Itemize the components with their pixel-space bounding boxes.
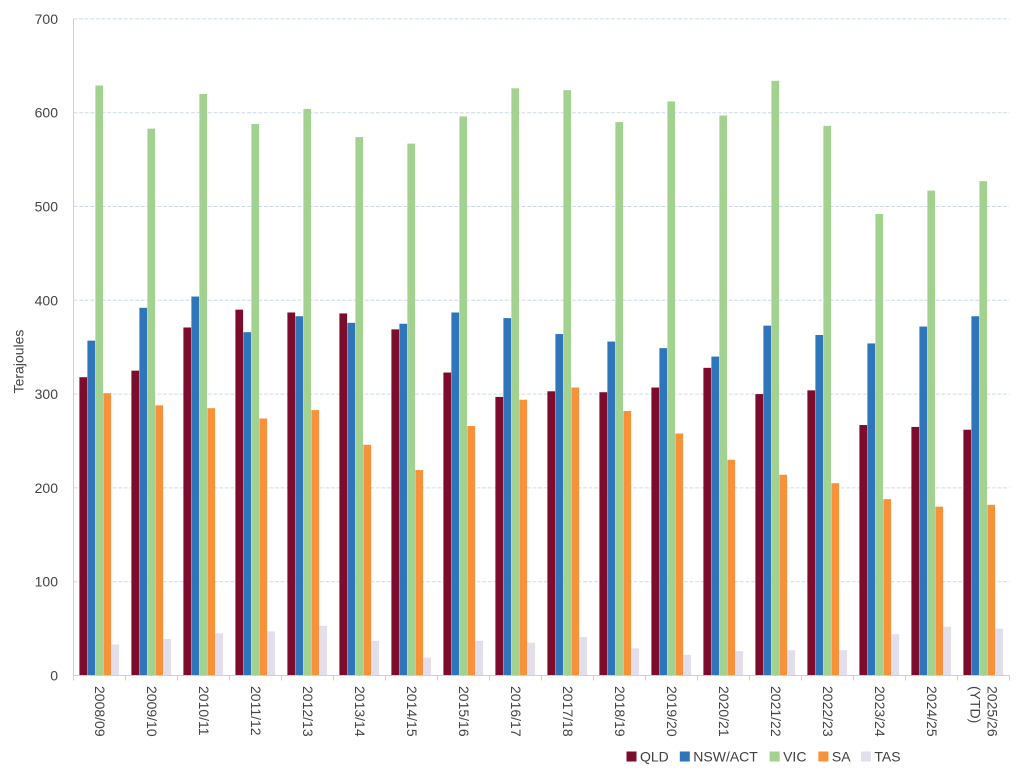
svg-text:2023/24: 2023/24 [872,686,888,737]
svg-text:2022/23: 2022/23 [820,686,836,737]
svg-text:2020/21: 2020/21 [716,686,732,737]
svg-text:QLD: QLD [640,749,669,765]
svg-text:2017/18: 2017/18 [560,686,576,737]
svg-text:2011/12: 2011/12 [248,686,264,736]
svg-text:Terajoules: Terajoules [11,330,27,394]
svg-text:2024/25: 2024/25 [924,686,940,737]
svg-text:600: 600 [35,105,59,121]
svg-text:NSW/ACT: NSW/ACT [693,749,758,765]
svg-text:2018/19: 2018/19 [612,686,628,737]
svg-text:TAS: TAS [874,749,900,765]
svg-text:0: 0 [50,668,58,684]
svg-text:500: 500 [35,199,59,215]
svg-text:2019/20: 2019/20 [664,686,680,737]
svg-text:2016/17: 2016/17 [508,686,524,737]
svg-text:2021/22: 2021/22 [768,686,784,737]
svg-text:2015/16: 2015/16 [456,686,472,737]
svg-text:2010/11: 2010/11 [196,686,212,736]
svg-text:300: 300 [35,386,59,402]
svg-text:2013/14: 2013/14 [352,686,368,737]
svg-text:2014/15: 2014/15 [404,686,420,737]
svg-text:VIC: VIC [783,749,806,765]
svg-text:2012/13: 2012/13 [300,686,316,737]
svg-text:2025/26(YTD): 2025/26(YTD) [968,686,1001,737]
svg-text:2009/10: 2009/10 [144,686,160,737]
svg-text:400: 400 [35,292,59,308]
svg-text:700: 700 [35,11,59,27]
svg-text:SA: SA [832,749,851,765]
svg-text:100: 100 [35,574,59,590]
svg-text:200: 200 [35,480,59,496]
svg-text:2008/09: 2008/09 [92,686,108,737]
